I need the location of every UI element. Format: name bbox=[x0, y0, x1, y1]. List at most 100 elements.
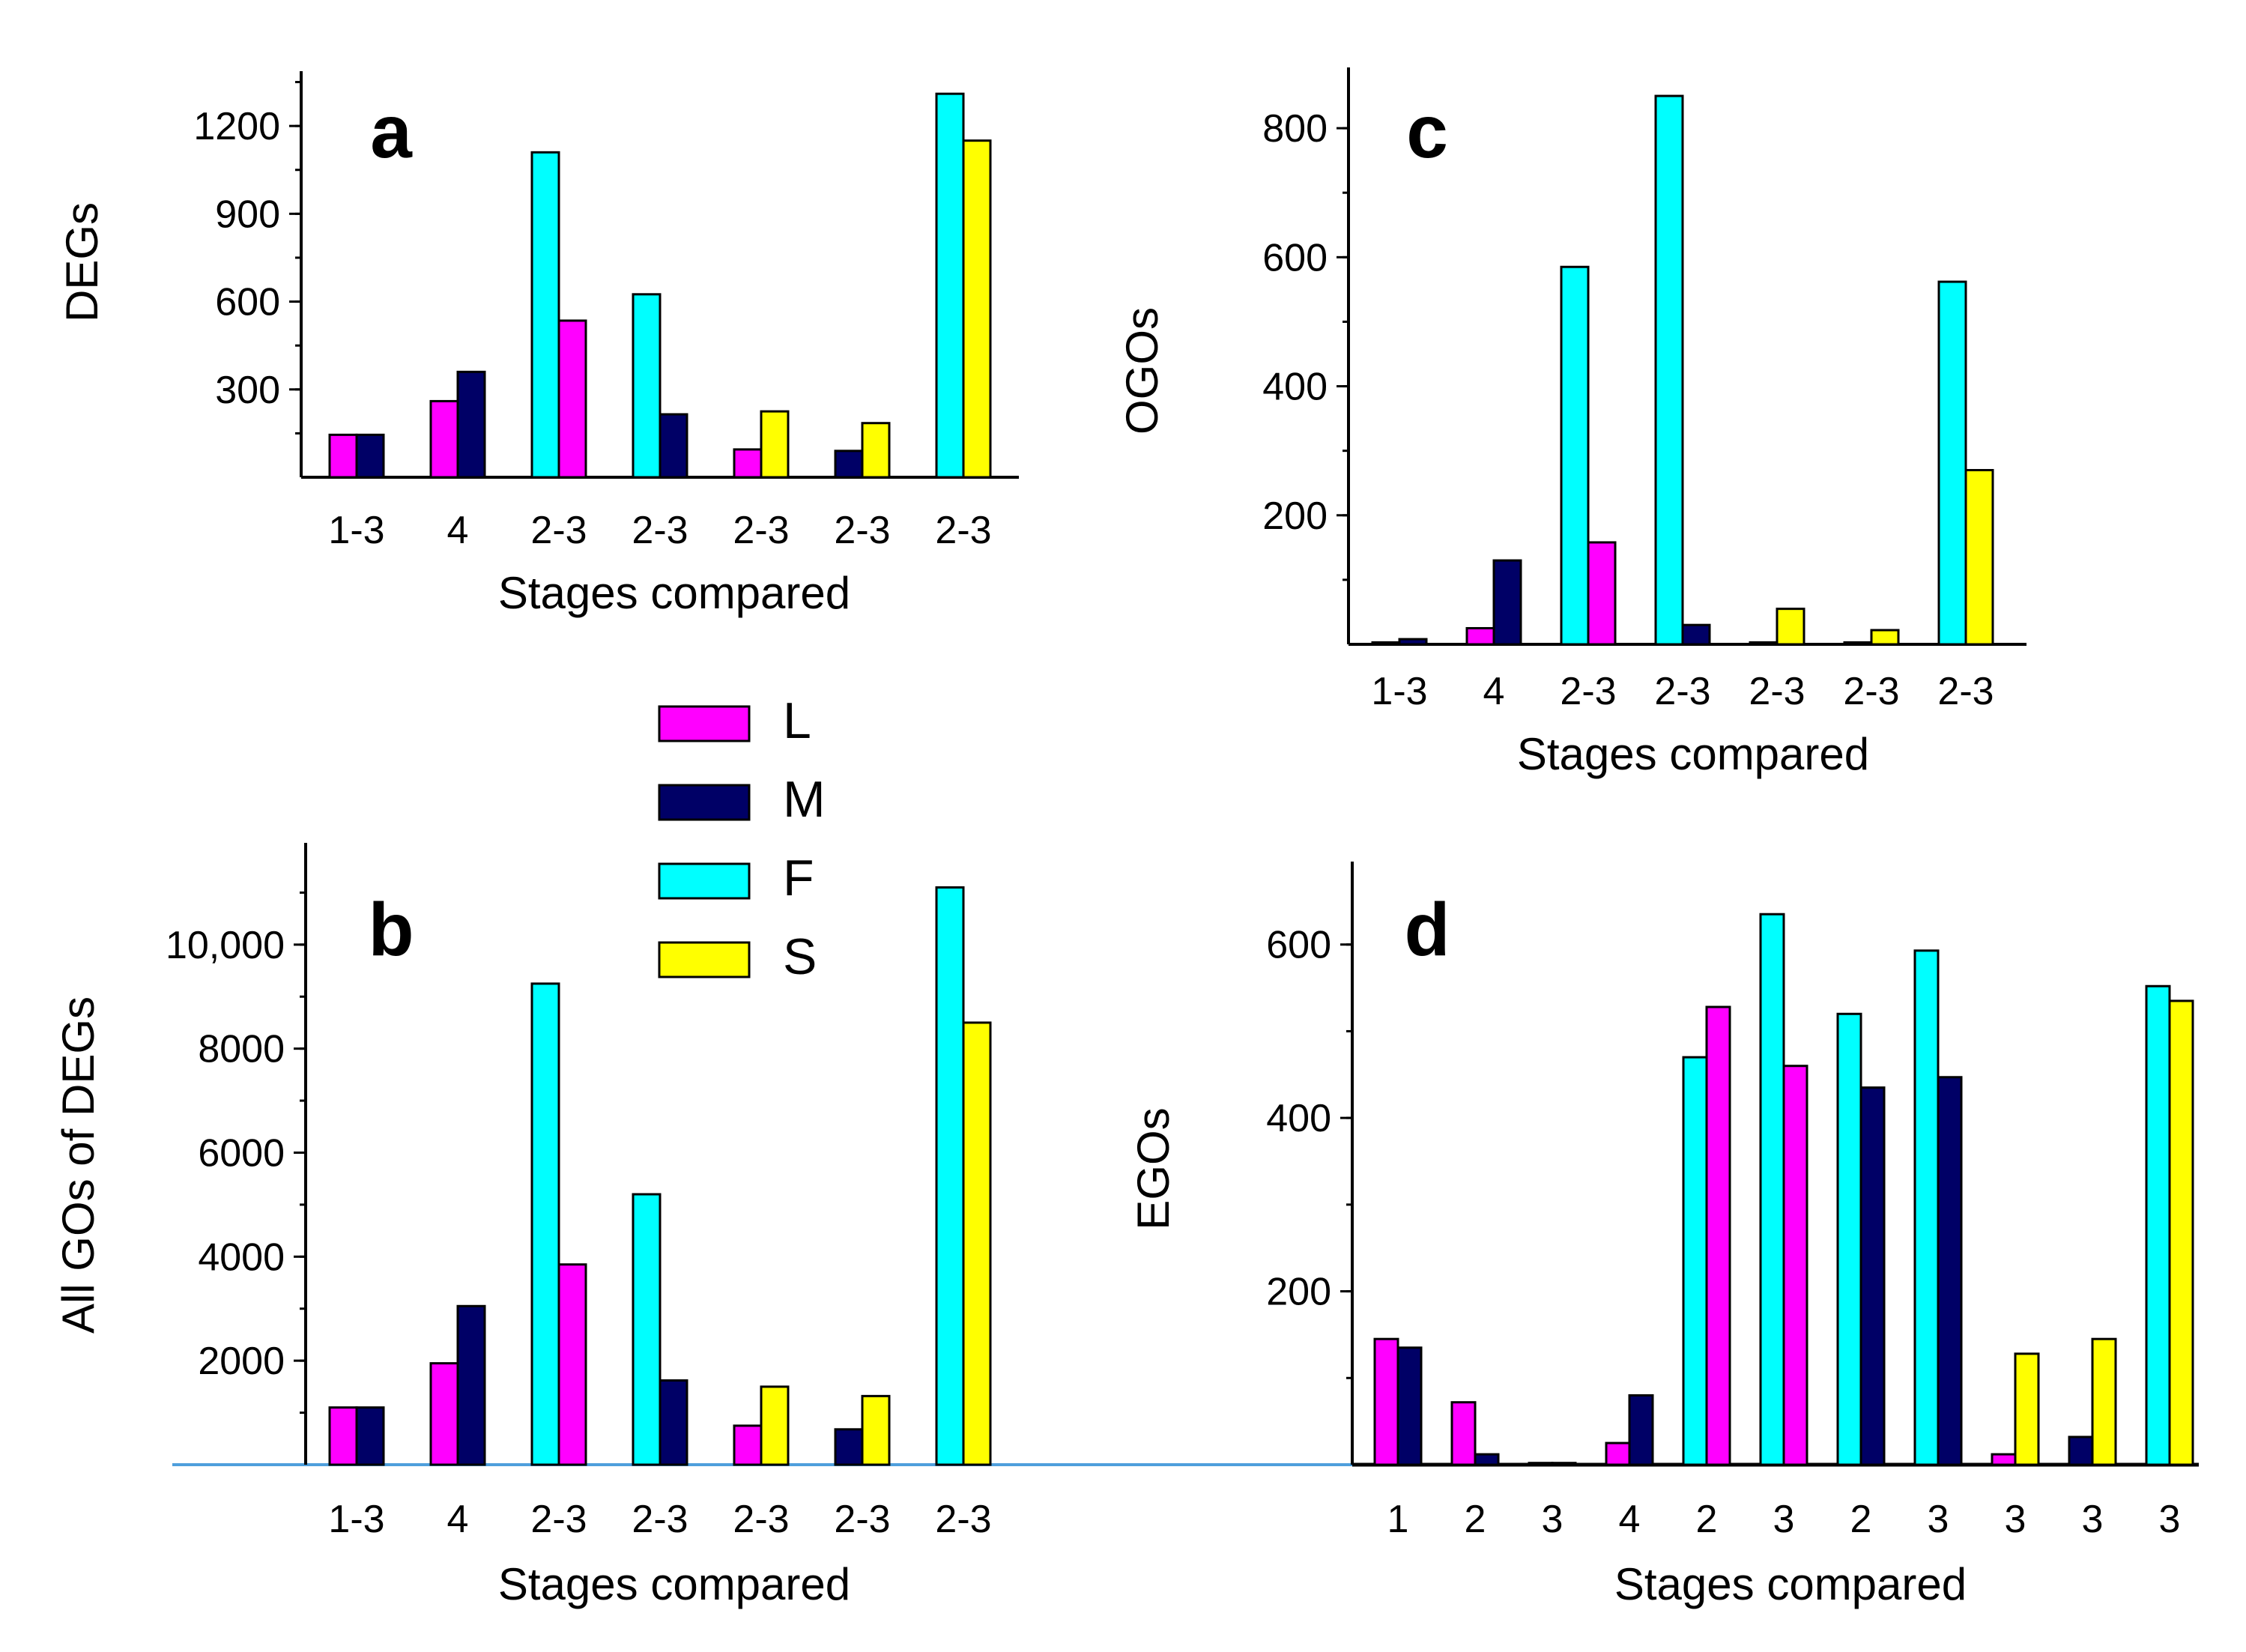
bar-L bbox=[557, 319, 587, 479]
x-tick-label: 4 bbox=[1483, 670, 1505, 713]
bar-M bbox=[1681, 623, 1711, 646]
x-tick-label: 1-3 bbox=[328, 1498, 384, 1541]
bar-M bbox=[1474, 1453, 1500, 1466]
x-tick-label: 2-3 bbox=[1843, 670, 1899, 713]
bar-M bbox=[1937, 1076, 1963, 1466]
bar-S bbox=[760, 410, 790, 479]
bar-S bbox=[760, 1385, 790, 1466]
bar-L bbox=[733, 448, 763, 479]
y-tick-label: 200 bbox=[1266, 1271, 1331, 1314]
x-tick-label: 2-3 bbox=[733, 509, 789, 552]
bar-M bbox=[1859, 1086, 1886, 1466]
legend-swatch bbox=[658, 941, 751, 978]
y-tick-label: 600 bbox=[215, 281, 280, 324]
bar-F bbox=[1560, 265, 1590, 646]
x-axis-title: Stages compared bbox=[1517, 729, 1869, 779]
bar-L bbox=[1465, 626, 1495, 646]
legend-item-F: F bbox=[658, 850, 814, 907]
bar-L bbox=[733, 1424, 763, 1466]
panel-a: 300 600 900 1200 DEGs a 1-3 4 2-3 2-3 2-3 2-3 2-3 Sta… bbox=[57, 71, 1019, 618]
y-axis-title: OGOs bbox=[1117, 307, 1167, 435]
bar-M bbox=[834, 450, 864, 479]
bar-L bbox=[1782, 1065, 1808, 1466]
panel-letter: a bbox=[370, 90, 413, 174]
bar-S bbox=[1964, 469, 1994, 646]
legend-label: F bbox=[783, 850, 814, 907]
bar-L bbox=[1705, 1005, 1731, 1466]
x-tick-label: 2-3 bbox=[632, 1498, 688, 1541]
x-tick-label: 3 bbox=[1542, 1498, 1564, 1541]
x-axis-title: Stages compared bbox=[1614, 1559, 1967, 1609]
bar-M bbox=[659, 413, 688, 479]
bar-M bbox=[1492, 559, 1522, 646]
y-tick-label: 400 bbox=[1266, 1097, 1331, 1140]
x-tick-label: 1 bbox=[1387, 1498, 1409, 1541]
y-tick-label: 6000 bbox=[198, 1132, 285, 1176]
y-tick-label: 1200 bbox=[193, 105, 280, 148]
bar-F bbox=[530, 151, 560, 479]
bar-L bbox=[1373, 1337, 1399, 1466]
x-tick-label: 1-3 bbox=[1371, 670, 1427, 713]
y-axis-title: All GOs of DEGs bbox=[53, 996, 103, 1334]
bar-F bbox=[935, 886, 965, 1466]
bar-M bbox=[834, 1428, 864, 1466]
bar-F bbox=[1913, 949, 1940, 1466]
bar-L bbox=[1528, 1462, 1554, 1466]
bar-F bbox=[1836, 1012, 1862, 1466]
x-tick-label: 4 bbox=[447, 509, 469, 552]
panel-letter: b bbox=[368, 888, 414, 972]
x-axis-title: Stages compared bbox=[498, 568, 850, 618]
x-tick-label: 4 bbox=[447, 1498, 469, 1541]
x-tick-label: 4 bbox=[1619, 1498, 1641, 1541]
panel-d: 200 400 600 EGOs d 1 2 3 4 2 3 2 3 3 3 3 Stages compared bbox=[1128, 862, 2199, 1609]
bar-F bbox=[530, 982, 560, 1466]
bar-L bbox=[1450, 1401, 1477, 1466]
x-tick-label: 2-3 bbox=[530, 1498, 587, 1541]
legend-swatch bbox=[658, 705, 751, 742]
x-tick-label: 2-3 bbox=[834, 509, 890, 552]
bar-M bbox=[355, 1406, 385, 1466]
y-tick-label: 900 bbox=[215, 193, 280, 236]
y-axis-title: DEGs bbox=[57, 202, 107, 322]
y-tick-label: 8000 bbox=[198, 1028, 285, 1071]
bar-L bbox=[429, 399, 459, 479]
bar-F bbox=[632, 293, 662, 479]
bar-S bbox=[1870, 629, 1900, 646]
bar-S bbox=[2168, 999, 2194, 1466]
bar-L bbox=[1371, 641, 1401, 646]
bar-L bbox=[1749, 641, 1779, 646]
x-tick-label: 2 bbox=[1850, 1498, 1872, 1541]
x-tick-label: 2-3 bbox=[834, 1498, 890, 1541]
y-tick-label: 600 bbox=[1266, 924, 1331, 967]
x-tick-label: 3 bbox=[2159, 1498, 2181, 1541]
x-tick-label: 3 bbox=[2082, 1498, 2104, 1541]
x-tick-label: 2-3 bbox=[632, 509, 688, 552]
y-tick-label: 4000 bbox=[198, 1235, 285, 1279]
y-tick-label: 10,000 bbox=[166, 924, 285, 967]
bar-F bbox=[1682, 1056, 1708, 1466]
legend-label: M bbox=[783, 771, 826, 828]
x-tick-label: 1-3 bbox=[328, 509, 384, 552]
y-tick-label: 2000 bbox=[198, 1340, 285, 1383]
bar-M bbox=[2068, 1435, 2094, 1466]
bar-F bbox=[632, 1193, 662, 1466]
bar-S bbox=[1776, 608, 1805, 646]
bar-L bbox=[1587, 541, 1617, 646]
bar-M bbox=[1551, 1462, 1577, 1466]
bar-M bbox=[456, 370, 486, 479]
legend-swatch bbox=[658, 862, 751, 900]
bar-M bbox=[1398, 638, 1428, 646]
x-tick-label: 3 bbox=[2005, 1498, 2026, 1541]
panel-letter: d bbox=[1404, 888, 1450, 972]
bar-S bbox=[861, 1394, 891, 1466]
x-tick-label: 3 bbox=[1928, 1498, 1949, 1541]
x-tick-label: 2 bbox=[1696, 1498, 1718, 1541]
panel-c: 200 400 600 800 OGOs c 1-3 4 2-3 2-3 2-3 2-3 2-3 Stag… bbox=[1117, 67, 2026, 779]
bar-F bbox=[2145, 984, 2171, 1466]
y-axis-title: EGOs bbox=[1128, 1107, 1178, 1229]
x-tick-label: 3 bbox=[1773, 1498, 1795, 1541]
y-tick-label: 600 bbox=[1262, 236, 1328, 279]
x-tick-label: 2-3 bbox=[530, 509, 587, 552]
legend-label: L bbox=[783, 692, 811, 749]
